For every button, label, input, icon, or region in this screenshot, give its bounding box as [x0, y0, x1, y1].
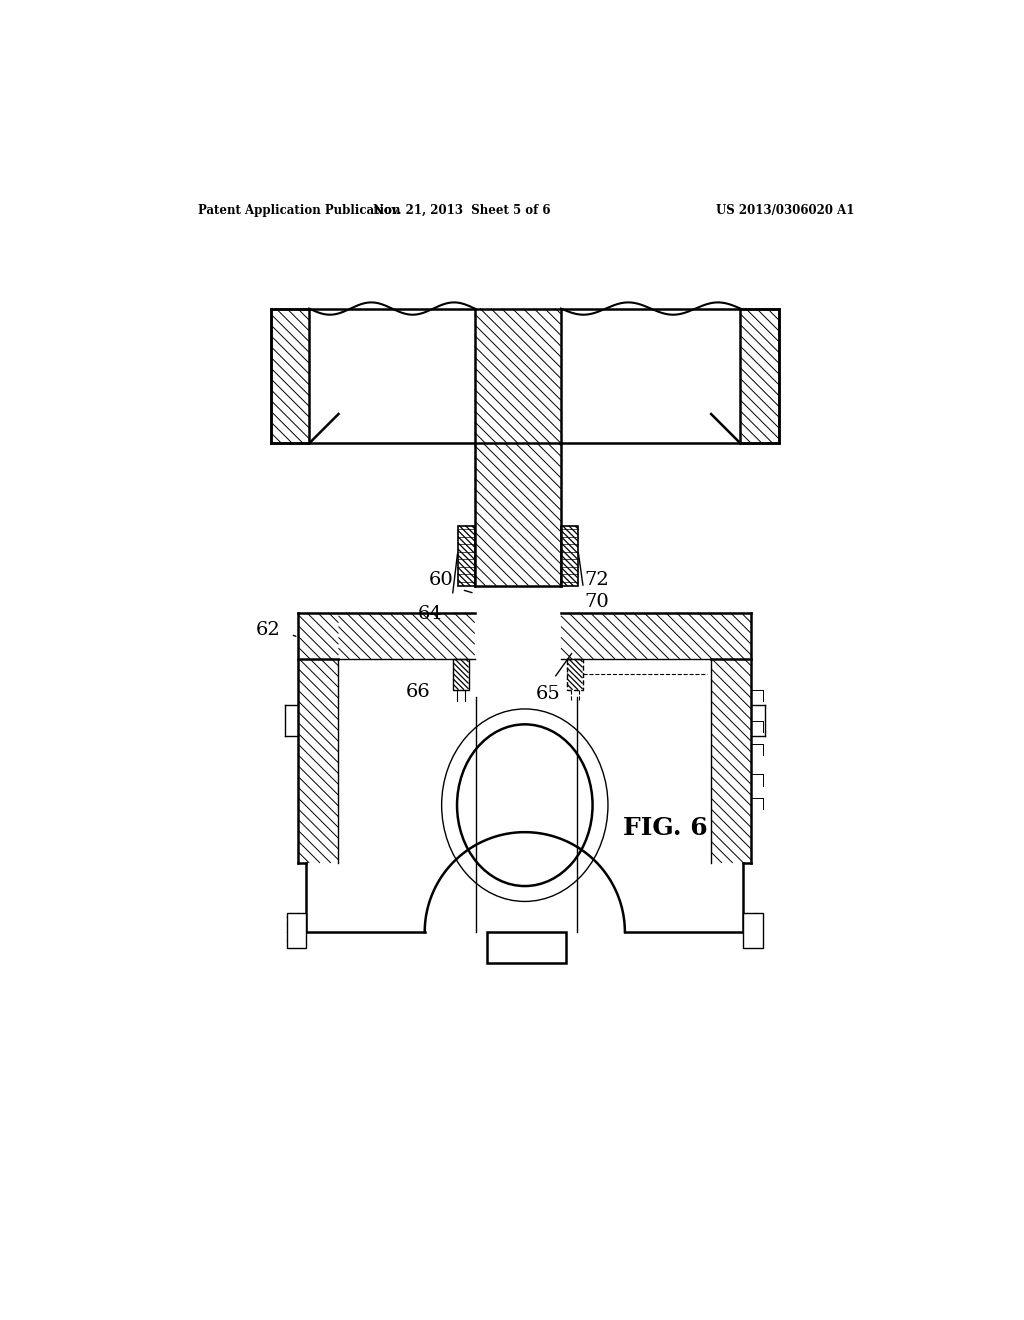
Text: 62: 62 [256, 622, 281, 639]
Text: Nov. 21, 2013  Sheet 5 of 6: Nov. 21, 2013 Sheet 5 of 6 [373, 205, 551, 218]
Bar [740, 309, 779, 444]
Bar [743, 913, 763, 948]
Bar [567, 659, 583, 689]
Text: 60: 60 [429, 572, 454, 589]
Text: 65: 65 [536, 685, 560, 702]
Bar [561, 525, 578, 586]
Bar [270, 309, 779, 444]
Text: 70: 70 [585, 593, 609, 611]
Bar [487, 932, 565, 964]
Bar [454, 659, 469, 689]
Text: FIG. 6: FIG. 6 [624, 816, 708, 841]
Bar [270, 309, 309, 444]
Text: 72: 72 [585, 572, 609, 589]
Text: US 2013/0306020 A1: US 2013/0306020 A1 [716, 205, 854, 218]
Text: 66: 66 [407, 682, 431, 701]
Text: Patent Application Publication: Patent Application Publication [199, 205, 400, 218]
Text: 64: 64 [418, 606, 442, 623]
Bar [458, 525, 475, 586]
Bar [287, 913, 306, 948]
